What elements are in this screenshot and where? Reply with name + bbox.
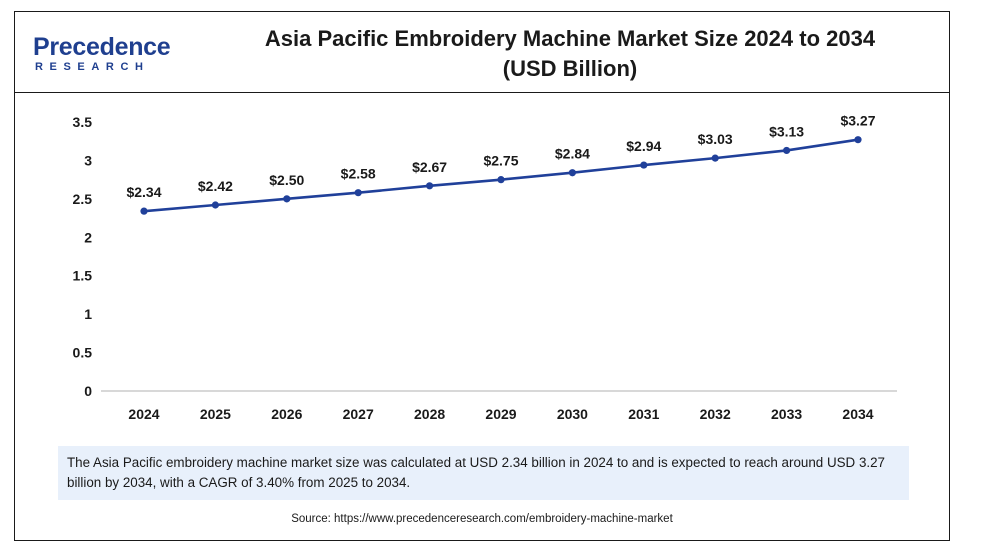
data-point xyxy=(354,189,362,197)
data-label: $2.75 xyxy=(483,153,518,169)
data-label: $2.94 xyxy=(626,138,661,154)
x-tick-label: 2030 xyxy=(557,406,588,422)
data-point xyxy=(497,176,505,184)
data-point xyxy=(426,182,434,190)
line-chart: 0 0.5 1 1.5 2 2.5 3 3.5 2024 2025 2026 2027 2028 2029… xyxy=(73,113,897,422)
chart-title: Asia Pacific Embroidery Machine Market S… xyxy=(220,24,920,84)
x-tick-label: 2032 xyxy=(700,406,731,422)
x-tick-label: 2029 xyxy=(485,406,516,422)
data-label: $2.58 xyxy=(341,166,376,182)
source-text: Source: https://www.precedenceresearch.c… xyxy=(291,513,673,525)
brand-logo: Precedence RESEARCH xyxy=(33,32,183,78)
x-tick-label: 2031 xyxy=(628,406,659,422)
brand-name: Precedence xyxy=(33,33,171,61)
data-label: $2.42 xyxy=(198,178,233,194)
y-tick-label: 0.5 xyxy=(73,345,93,361)
header: Precedence RESEARCH Asia Pacific Embroid… xyxy=(15,12,949,93)
data-point xyxy=(568,169,577,177)
x-tick-label: 2033 xyxy=(771,406,802,422)
data-point xyxy=(140,207,148,215)
chart-title-line-1: Asia Pacific Embroidery Machine Market S… xyxy=(264,26,876,51)
data-label: $2.84 xyxy=(555,146,590,162)
series-line xyxy=(143,138,859,213)
y-tick-label: 1 xyxy=(84,306,92,322)
data-label: $3.13 xyxy=(769,123,804,139)
data-point xyxy=(283,195,291,203)
y-tick-label: 0 xyxy=(84,383,92,399)
y-tick-label: 3 xyxy=(84,152,92,168)
y-tick-label: 2 xyxy=(84,229,92,245)
data-point xyxy=(211,201,219,209)
data-label: $2.50 xyxy=(269,172,304,188)
x-tick-label: 2025 xyxy=(200,406,231,422)
data-point xyxy=(711,154,719,162)
x-tick-label: 2027 xyxy=(343,406,374,422)
x-tick-label: 2024 xyxy=(128,406,159,422)
summary-note: The Asia Pacific embroidery machine mark… xyxy=(58,446,909,500)
data-label: $2.34 xyxy=(126,184,161,200)
x-tick-label: 2026 xyxy=(271,406,302,422)
chart-title-line-2: (USD Billion) xyxy=(502,56,638,81)
x-tick-label: 2028 xyxy=(414,406,445,422)
y-tick-label: 1.5 xyxy=(73,268,93,284)
data-label: $2.67 xyxy=(412,159,447,175)
data-point xyxy=(640,161,648,169)
y-tick-label: 2.5 xyxy=(73,191,93,207)
data-point xyxy=(783,146,791,155)
chart-frame: Precedence RESEARCH Asia Pacific Embroid… xyxy=(14,11,950,541)
data-label: $3.03 xyxy=(698,131,733,147)
y-tick-label: 3.5 xyxy=(73,114,93,130)
data-point xyxy=(854,136,862,144)
brand-subtitle: RESEARCH xyxy=(35,61,150,73)
data-label: $3.27 xyxy=(840,113,875,129)
x-tick-label: 2034 xyxy=(842,406,873,422)
